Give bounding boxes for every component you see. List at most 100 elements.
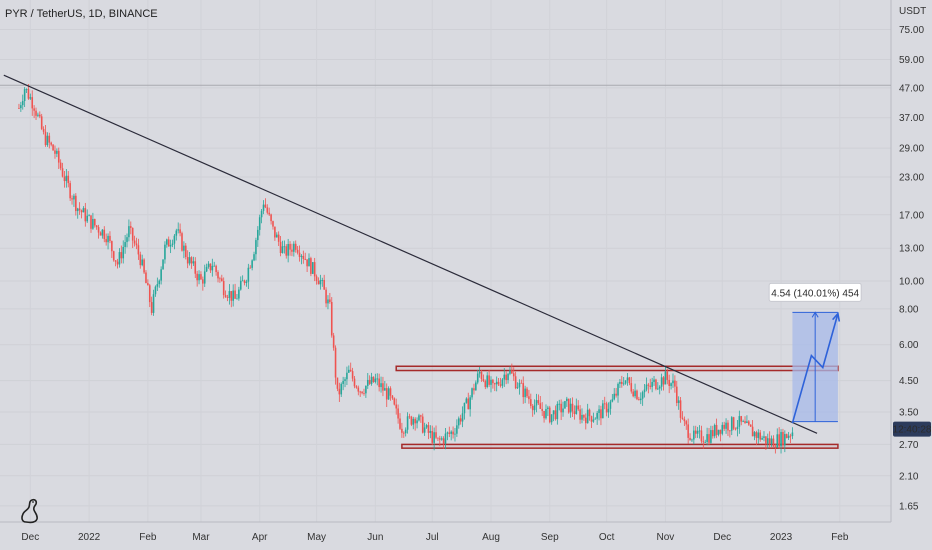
candle-body — [780, 432, 782, 447]
candle-body — [461, 413, 464, 422]
candle-body — [782, 432, 784, 446]
candle-body — [404, 429, 407, 434]
x-axis: Dec 2022 Feb Mar Apr May Jun Jul Aug Sep Oct Nov Dec… — [21, 532, 848, 543]
candle-body — [645, 384, 648, 390]
candle-body — [528, 396, 530, 400]
candle-body — [657, 388, 659, 390]
candle-body — [243, 280, 246, 283]
candle-body — [42, 128, 45, 132]
y-tick-label: 17.00 — [899, 210, 924, 221]
chart-title: PYR / TetherUS, 1D, BINANCE — [5, 8, 158, 20]
candle-body — [46, 135, 49, 146]
candle-body — [543, 410, 545, 419]
candle-body — [478, 371, 481, 374]
candle-body — [746, 421, 748, 424]
candle-body — [567, 398, 570, 413]
candle-body — [511, 370, 513, 374]
candle-body — [137, 245, 140, 255]
candle-body — [366, 379, 369, 386]
candle-body — [234, 290, 236, 299]
candle-body — [696, 430, 699, 434]
candle-body — [757, 432, 760, 438]
x-tick-label: Sep — [541, 532, 559, 543]
candle-body — [560, 403, 562, 413]
candle-body — [651, 381, 653, 387]
candle-body — [763, 436, 765, 438]
candle-body — [126, 237, 128, 243]
candle-body — [128, 226, 130, 238]
candle-body — [421, 416, 424, 433]
candle-body — [40, 116, 43, 129]
candle-body — [592, 419, 595, 422]
candle-body — [23, 89, 26, 102]
candle-body — [249, 267, 252, 269]
candle-body — [435, 432, 437, 438]
candle-body — [691, 439, 693, 441]
candle-body — [21, 101, 24, 106]
candle-body — [268, 212, 270, 215]
candle-body — [584, 417, 587, 424]
x-tick-label: Dec — [21, 532, 39, 543]
candle-body — [95, 225, 98, 228]
candle-body — [473, 388, 475, 391]
candle-body — [732, 417, 735, 429]
candle-body — [363, 393, 365, 394]
candle-body — [258, 217, 261, 230]
candle-body — [440, 438, 443, 440]
candle-body — [374, 378, 377, 382]
candle-body — [133, 240, 136, 244]
candle-body — [613, 393, 616, 400]
candle-body — [677, 400, 680, 404]
candle-body — [675, 386, 678, 404]
candle-body — [573, 411, 576, 414]
candle-body — [311, 262, 314, 274]
candle-body — [742, 421, 744, 422]
candle-body — [359, 391, 361, 393]
candle-body — [600, 409, 602, 419]
candle-body — [167, 239, 170, 247]
candle-body — [738, 416, 741, 427]
candle-body — [200, 274, 202, 280]
candle-body — [471, 388, 473, 398]
candle-body — [668, 379, 670, 386]
candle-body — [69, 183, 71, 199]
projection-arrowhead — [832, 311, 841, 322]
candle-body — [317, 281, 320, 285]
candle-body — [658, 386, 661, 389]
candle-body — [787, 435, 790, 439]
candle-body — [774, 446, 777, 448]
candle-body — [594, 418, 597, 420]
candle-body — [766, 438, 769, 444]
candle-body — [50, 142, 52, 145]
candle-body — [761, 437, 763, 440]
candle-body — [670, 383, 672, 386]
candle-body — [391, 395, 394, 399]
candle-body — [785, 434, 788, 439]
candle-body — [65, 175, 68, 182]
support-zone — [401, 443, 839, 449]
last-price-badge-text: 12:40:28 — [893, 425, 932, 436]
y-tick-label: 13.00 — [899, 244, 924, 255]
candle-body — [179, 229, 181, 234]
candle-body — [706, 434, 708, 442]
candle-body — [37, 114, 39, 116]
candle-body — [641, 392, 644, 399]
candle-body — [423, 427, 426, 433]
candle-body — [308, 258, 310, 267]
candle-body — [554, 410, 557, 420]
candle-body — [636, 390, 638, 400]
candle-body — [605, 403, 608, 413]
candle-body — [224, 295, 227, 298]
y-tick-label: 1.65 — [899, 501, 919, 512]
x-tick-label: 2023 — [770, 532, 793, 543]
candle-body — [357, 387, 360, 392]
candle-body — [531, 405, 534, 411]
candle-body — [416, 420, 418, 424]
candle-body — [205, 266, 208, 272]
candle-body — [99, 232, 102, 236]
candle-body — [444, 433, 447, 444]
candle-body — [442, 438, 445, 444]
candle-body — [130, 226, 132, 228]
